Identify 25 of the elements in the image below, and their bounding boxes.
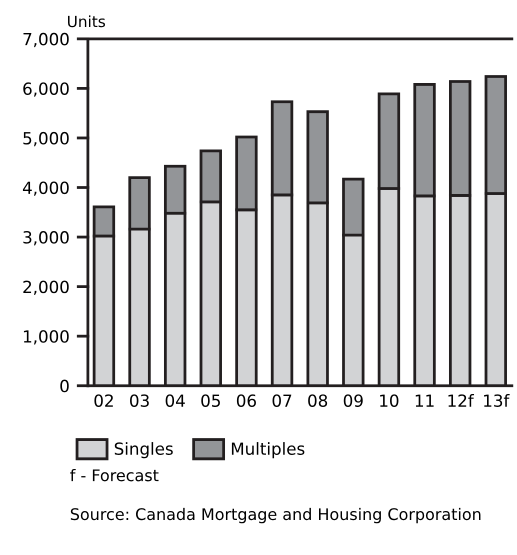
- x-tick-label: 03: [130, 394, 149, 407]
- y-tick-label: 0: [60, 380, 69, 392]
- y-tick-label: 2,000: [23, 280, 69, 295]
- x-tick-label: 04: [166, 394, 185, 407]
- x-tick-label: 09: [344, 394, 363, 407]
- y-tick-label: 7,000: [23, 32, 69, 48]
- x-tick-label: 11: [416, 394, 434, 407]
- y-axis-title: Units: [68, 15, 106, 28]
- text: f - Forecast: [70, 468, 159, 482]
- y-tick-label: 6,000: [23, 82, 69, 97]
- y-tick-label: 4,000: [22, 181, 69, 196]
- x-tick-label: 07: [272, 394, 292, 407]
- x-tick-label: 13f: [484, 394, 510, 407]
- x-tick-label: 12f: [448, 394, 474, 407]
- x-tick-label: 10: [380, 394, 398, 407]
- x-tick-label: 05: [201, 394, 220, 407]
- y-tick-label: 5,000: [23, 132, 69, 146]
- y-tick-label: 1,000: [24, 330, 69, 344]
- y-tick-label: 3,000: [23, 231, 69, 246]
- x-tick-label: 06: [236, 394, 256, 407]
- legend-label: Multiples: [232, 442, 304, 458]
- x-tick-label: 02: [94, 394, 113, 407]
- x-tick-label: 08: [308, 394, 328, 407]
- legend-label: Singles: [114, 442, 173, 458]
- source-note: Source: Canada Mortgage and Housing Corporation: [70, 508, 480, 524]
